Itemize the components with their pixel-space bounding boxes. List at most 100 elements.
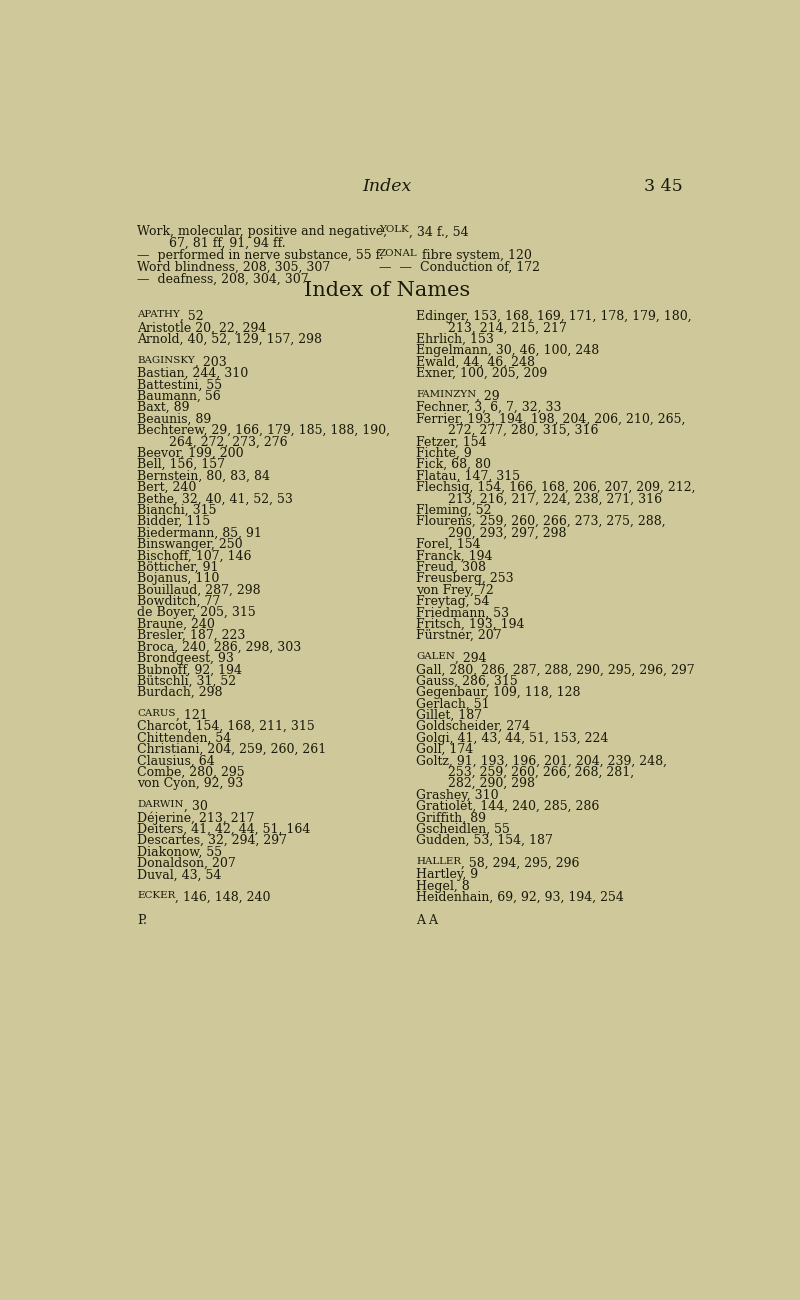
Text: Flourens, 259, 260, 266, 273, 275, 288,: Flourens, 259, 260, 266, 273, 275, 288,: [416, 515, 666, 528]
Text: Battestini, 55: Battestini, 55: [138, 378, 222, 391]
Text: Bresler, 187, 223: Bresler, 187, 223: [138, 629, 246, 642]
Text: Duval, 43, 54: Duval, 43, 54: [138, 868, 222, 881]
Text: 213, 214, 215, 217: 213, 214, 215, 217: [416, 321, 567, 334]
Text: Fleming, 52: Fleming, 52: [416, 503, 492, 516]
Text: Friedmann, 53: Friedmann, 53: [416, 606, 510, 619]
Text: Golgi, 41, 43, 44, 51, 153, 224: Golgi, 41, 43, 44, 51, 153, 224: [416, 732, 609, 745]
Text: A A: A A: [416, 914, 438, 927]
Text: Gscheidlen, 55: Gscheidlen, 55: [416, 823, 510, 836]
Text: CARUS: CARUS: [138, 708, 176, 718]
Text: , 121: , 121: [176, 708, 207, 722]
Text: ZONAL: ZONAL: [379, 250, 418, 259]
Text: Ehrlich, 153: Ehrlich, 153: [416, 333, 494, 346]
Text: Gratiolet, 144, 240, 285, 286: Gratiolet, 144, 240, 285, 286: [416, 800, 599, 812]
Text: Deiters, 41, 42, 44, 51, 164: Deiters, 41, 42, 44, 51, 164: [138, 823, 310, 836]
Text: Bechterew, 29, 166, 179, 185, 188, 190,: Bechterew, 29, 166, 179, 185, 188, 190,: [138, 424, 390, 437]
Text: Goltz, 91, 193, 196, 201, 204, 239, 248,: Goltz, 91, 193, 196, 201, 204, 239, 248,: [416, 754, 667, 767]
Text: Bianchi, 315: Bianchi, 315: [138, 503, 217, 516]
Text: Forel, 154: Forel, 154: [416, 538, 481, 551]
Text: Broca, 240, 286, 298, 303: Broca, 240, 286, 298, 303: [138, 641, 302, 654]
Text: von Frey, 72: von Frey, 72: [416, 584, 494, 597]
Text: , 52: , 52: [180, 309, 204, 322]
Text: Fichte, 9: Fichte, 9: [416, 447, 472, 460]
Text: Descartes, 32, 294, 297: Descartes, 32, 294, 297: [138, 835, 287, 848]
Text: Bowditch, 77: Bowditch, 77: [138, 595, 221, 608]
Text: Bethe, 32, 40, 41, 52, 53: Bethe, 32, 40, 41, 52, 53: [138, 493, 293, 506]
Text: , 58, 294, 295, 296: , 58, 294, 295, 296: [461, 857, 580, 870]
Text: Aristotle 20, 22, 294: Aristotle 20, 22, 294: [138, 321, 266, 334]
Text: Franck, 194: Franck, 194: [416, 550, 493, 563]
Text: Brondgeest, 93: Brondgeest, 93: [138, 651, 234, 664]
Text: Edinger, 153, 168, 169, 171, 178, 179, 180,: Edinger, 153, 168, 169, 171, 178, 179, 1…: [416, 309, 692, 322]
Text: Goll, 174: Goll, 174: [416, 744, 474, 757]
Text: Freusberg, 253: Freusberg, 253: [416, 572, 514, 585]
Text: 290, 293, 297, 298: 290, 293, 297, 298: [416, 526, 566, 539]
Text: DARWIN: DARWIN: [138, 800, 184, 809]
Text: Fechner, 3, 6, 7, 32, 33: Fechner, 3, 6, 7, 32, 33: [416, 402, 562, 415]
Text: Bojanus, 110: Bojanus, 110: [138, 572, 219, 585]
Text: Gerlach, 51: Gerlach, 51: [416, 698, 490, 711]
Text: Flechsig, 154, 166, 168, 206, 207, 209, 212,: Flechsig, 154, 166, 168, 206, 207, 209, …: [416, 481, 696, 494]
Text: Beevor, 199, 200: Beevor, 199, 200: [138, 447, 244, 460]
Text: APATHY: APATHY: [138, 309, 180, 318]
Text: Fetzer, 154: Fetzer, 154: [416, 436, 487, 448]
Text: Braune, 240: Braune, 240: [138, 618, 215, 630]
Text: P.: P.: [138, 914, 147, 927]
Text: Beaunis, 89: Beaunis, 89: [138, 412, 211, 425]
Text: Arnold, 40, 52, 129, 157, 298: Arnold, 40, 52, 129, 157, 298: [138, 333, 322, 346]
Text: fibre system, 120: fibre system, 120: [418, 250, 531, 263]
Text: Exner, 100, 205, 209: Exner, 100, 205, 209: [416, 367, 547, 380]
Text: Binswanger, 250: Binswanger, 250: [138, 538, 243, 551]
Text: Gegenbaur, 109, 118, 128: Gegenbaur, 109, 118, 128: [416, 686, 581, 699]
Text: Bernstein, 80, 83, 84: Bernstein, 80, 83, 84: [138, 469, 270, 482]
Text: GALEN: GALEN: [416, 651, 455, 660]
Text: Freytag, 54: Freytag, 54: [416, 595, 490, 608]
Text: Biedermann, 85, 91: Biedermann, 85, 91: [138, 526, 262, 539]
Text: Ferrier, 193, 194, 198, 204, 206, 210, 265,: Ferrier, 193, 194, 198, 204, 206, 210, 2…: [416, 412, 686, 425]
Text: , 294: , 294: [455, 651, 486, 664]
Text: de Boyer, 205, 315: de Boyer, 205, 315: [138, 606, 256, 619]
Text: Griffith, 89: Griffith, 89: [416, 811, 486, 824]
Text: 3 45: 3 45: [644, 178, 683, 195]
Text: Index of Names: Index of Names: [304, 281, 470, 300]
Text: BAGINSKY: BAGINSKY: [138, 356, 195, 364]
Text: Chittenden, 54: Chittenden, 54: [138, 732, 231, 745]
Text: —  performed in nerve substance, 55 f.: — performed in nerve substance, 55 f.: [138, 250, 384, 263]
Text: FAMINZYN: FAMINZYN: [416, 390, 477, 399]
Text: Burdach, 298: Burdach, 298: [138, 686, 222, 699]
Text: 213, 216, 217, 224, 238, 271, 316: 213, 216, 217, 224, 238, 271, 316: [416, 493, 662, 506]
Text: 253, 259, 260, 266, 268, 281,: 253, 259, 260, 266, 268, 281,: [416, 766, 634, 779]
Text: Déjerine, 213, 217: Déjerine, 213, 217: [138, 811, 254, 826]
Text: Baumann, 56: Baumann, 56: [138, 390, 221, 403]
Text: YOLK: YOLK: [379, 225, 409, 234]
Text: 264, 272, 273, 276: 264, 272, 273, 276: [138, 436, 288, 448]
Text: Baxt, 89: Baxt, 89: [138, 402, 190, 415]
Text: —  deafness, 208, 304, 307: — deafness, 208, 304, 307: [138, 273, 309, 286]
Text: Bastian, 244, 310: Bastian, 244, 310: [138, 367, 249, 380]
Text: , 146, 148, 240: , 146, 148, 240: [175, 892, 271, 905]
Text: Bert, 240: Bert, 240: [138, 481, 197, 494]
Text: Heidenhain, 69, 92, 93, 194, 254: Heidenhain, 69, 92, 93, 194, 254: [416, 892, 624, 905]
Text: Fürstner, 207: Fürstner, 207: [416, 629, 502, 642]
Text: Bubnoff, 92, 194: Bubnoff, 92, 194: [138, 663, 242, 676]
Text: Work, molecular, positive and negative,: Work, molecular, positive and negative,: [138, 225, 387, 238]
Text: Bouillaud, 287, 298: Bouillaud, 287, 298: [138, 584, 261, 597]
Text: Word blindness, 208, 305, 307: Word blindness, 208, 305, 307: [138, 261, 330, 274]
Text: Combe, 280, 295: Combe, 280, 295: [138, 766, 245, 779]
Text: Christiani, 204, 259, 260, 261: Christiani, 204, 259, 260, 261: [138, 744, 326, 757]
Text: Bell, 156, 157: Bell, 156, 157: [138, 458, 226, 471]
Text: Diakonow, 55: Diakonow, 55: [138, 845, 222, 858]
Text: Grashey, 310: Grashey, 310: [416, 789, 499, 802]
Text: Freud, 308: Freud, 308: [416, 560, 486, 573]
Text: 67, 81 ff, 91, 94 ff.: 67, 81 ff, 91, 94 ff.: [138, 237, 286, 250]
Text: Hegel, 8: Hegel, 8: [416, 880, 470, 893]
Text: —  —  Conduction of, 172: — — Conduction of, 172: [379, 261, 540, 274]
Text: Gudden, 53, 154, 187: Gudden, 53, 154, 187: [416, 835, 553, 848]
Text: Bischoff, 107, 146: Bischoff, 107, 146: [138, 550, 252, 563]
Text: Flatau, 147, 315: Flatau, 147, 315: [416, 469, 520, 482]
Text: Clausius, 64: Clausius, 64: [138, 754, 215, 767]
Text: Gall, 280, 286, 287, 288, 290, 295, 296, 297: Gall, 280, 286, 287, 288, 290, 295, 296,…: [416, 663, 695, 676]
Text: , 34 f., 54: , 34 f., 54: [409, 225, 468, 238]
Text: Fritsch, 193, 194: Fritsch, 193, 194: [416, 618, 525, 630]
Text: Gauss, 286, 315: Gauss, 286, 315: [416, 675, 518, 688]
